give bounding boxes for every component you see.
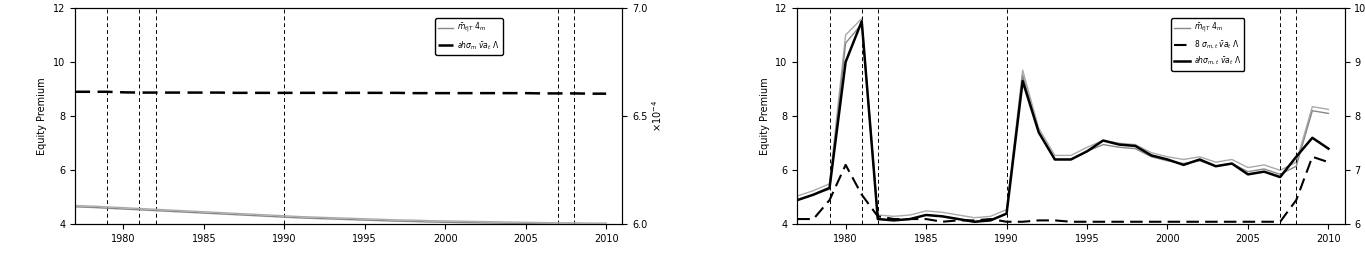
Legend: $\bar{m}_{t|T}$ 4$_m$, $\partial h\sigma_m$ $\bar{v}a_t$ $\Lambda$: $\bar{m}_{t|T}$ 4$_m$, $\partial h\sigma… bbox=[435, 18, 502, 55]
Y-axis label: $\times$10$^{-4}$: $\times$10$^{-4}$ bbox=[650, 100, 663, 132]
Y-axis label: Equity Premium: Equity Premium bbox=[760, 77, 770, 155]
Y-axis label: Equity Premium: Equity Premium bbox=[37, 77, 48, 155]
Legend: $\bar{m}_{t|T}$ 4$_m$, 8 $\sigma_{m,t}$ $\bar{v}a_t$ $\Lambda$, $\partial h\sigm: $\bar{m}_{t|T}$ 4$_m$, 8 $\sigma_{m,t}$ … bbox=[1171, 18, 1244, 70]
